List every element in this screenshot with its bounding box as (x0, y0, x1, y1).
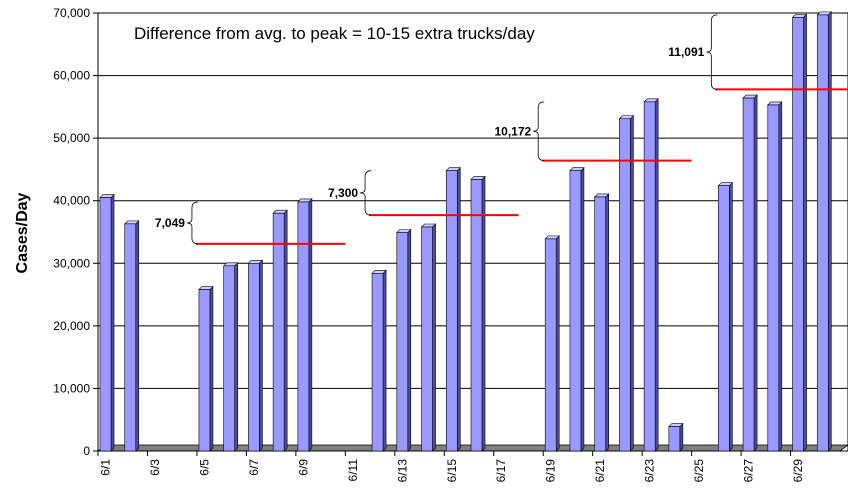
bar (792, 17, 804, 452)
bar-side (679, 422, 684, 452)
bar (124, 223, 137, 452)
bar-side (630, 115, 634, 452)
x-tick-label: 6/17 (494, 459, 508, 483)
bar (248, 262, 260, 452)
bar-side (209, 285, 214, 452)
bar-side (605, 193, 609, 452)
y-tick-label: 20,000 (53, 319, 90, 333)
bar (99, 197, 112, 452)
bar (223, 265, 235, 452)
x-tick-label: 6/15 (445, 459, 459, 483)
bar-side (407, 228, 412, 452)
difference-brace (706, 14, 718, 90)
difference-brace (533, 101, 545, 162)
bar (742, 97, 755, 452)
bar-side (382, 269, 387, 452)
bar-side (259, 259, 263, 452)
y-tick-label: 60,000 (53, 69, 90, 83)
difference-brace (360, 170, 372, 216)
bar (668, 426, 681, 452)
y-tick-label: 0 (83, 444, 90, 458)
bar-side (555, 235, 560, 452)
difference-label: 10,172 (494, 124, 531, 138)
bar-side (135, 220, 140, 452)
x-tick-label: 6/11 (346, 459, 360, 482)
bar (421, 226, 433, 452)
bar (396, 232, 409, 452)
bar (718, 185, 730, 452)
bar (445, 170, 458, 452)
bar-side (283, 209, 288, 452)
bar (272, 212, 285, 452)
bar-side (827, 11, 832, 452)
bar-side (481, 175, 486, 452)
x-tick-label: 6/25 (692, 459, 706, 483)
x-tick-label: 6/1 (99, 459, 113, 476)
bar-side (308, 198, 313, 452)
difference-label: 7,049 (155, 216, 185, 230)
bar (544, 238, 557, 452)
y-axis-label: Cases/Day (14, 192, 31, 274)
x-tick-label: 6/27 (742, 459, 756, 483)
y-tick-label: 70,000 (53, 6, 90, 20)
bar-side (432, 223, 436, 452)
x-tick-label: 6/5 (197, 459, 211, 476)
bar (470, 179, 483, 452)
difference-label: 11,091 (668, 45, 704, 59)
bar (816, 14, 829, 452)
bar (643, 101, 656, 452)
bar (594, 196, 606, 452)
bar-side (580, 166, 585, 452)
x-tick-label: 6/23 (643, 459, 657, 483)
x-tick-label: 6/3 (148, 459, 162, 476)
chart-title: Difference from avg. to peak = 10-15 ext… (134, 24, 535, 43)
bar-side (234, 262, 238, 452)
bar (569, 170, 582, 452)
difference-label: 7,300 (328, 186, 358, 200)
difference-brace (186, 201, 198, 245)
y-tick-label: 50,000 (53, 131, 90, 145)
y-tick-label: 40,000 (53, 194, 90, 208)
bar (371, 272, 384, 452)
bar-side (110, 193, 115, 452)
x-tick-label: 6/7 (247, 459, 261, 476)
x-tick-label: 6/13 (395, 459, 409, 483)
x-tick-label: 6/21 (593, 459, 607, 483)
y-tick-label: 10,000 (53, 381, 90, 395)
x-tick-label: 6/19 (544, 459, 558, 483)
bar-side (654, 98, 659, 452)
bar (767, 104, 780, 452)
bar (619, 118, 631, 452)
bar-side (778, 101, 783, 452)
bar-side (803, 13, 807, 452)
bar-side (456, 166, 461, 452)
bar-side (729, 181, 733, 452)
x-tick-label: 6/29 (791, 459, 805, 483)
bar (297, 201, 310, 452)
x-tick-label: 6/9 (296, 459, 310, 476)
bar (198, 289, 211, 452)
y-tick-label: 30,000 (53, 256, 90, 270)
bar-side (753, 94, 758, 452)
